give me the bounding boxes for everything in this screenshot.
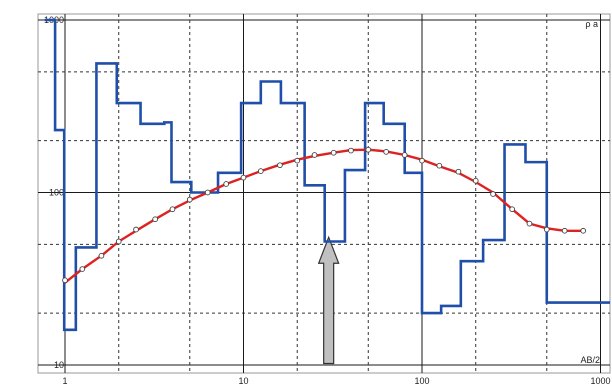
y-tick-label: 10: [54, 360, 64, 370]
observed-point: [240, 174, 247, 181]
observed-point: [223, 181, 230, 187]
observed-point: [169, 206, 176, 213]
observed-point: [115, 238, 122, 245]
observed-point: [311, 152, 318, 158]
observed-point: [330, 149, 337, 156]
observed-point: [490, 191, 496, 197]
observed-point: [580, 227, 587, 234]
x-tick-label: 1: [62, 376, 67, 386]
observed-point: [79, 266, 86, 272]
observed-point: [401, 152, 408, 158]
observed-point: [133, 226, 139, 233]
x-tick-label: 1000: [590, 376, 610, 386]
observed-point: [526, 220, 533, 227]
y-tick-label: 100: [49, 188, 64, 198]
observed-point: [543, 226, 550, 233]
observed-point: [419, 157, 425, 164]
x-tick-label: 100: [414, 376, 429, 386]
observed-point: [204, 189, 211, 196]
observed-point: [383, 149, 390, 155]
observed-point: [294, 157, 301, 164]
observed-point: [257, 168, 264, 174]
observed-point: [152, 216, 159, 223]
annotation-layer: [317, 235, 340, 365]
observed-point: [436, 162, 443, 169]
series-layer: [44, 18, 610, 332]
x-axis-label: AB/2: [580, 355, 600, 365]
observed-point: [472, 177, 479, 184]
y-axis-label: ρ a: [585, 19, 598, 29]
annotation-arrow: [317, 235, 340, 365]
fitted-curve-line: [64, 148, 584, 284]
observed-point: [277, 162, 283, 169]
observed-point: [365, 146, 372, 153]
observed-point: [98, 252, 105, 259]
model-step-line: [44, 18, 610, 332]
observed-point: [509, 206, 516, 213]
observed-point: [186, 196, 193, 203]
x-tick-label: 10: [238, 376, 248, 386]
observed-point: [62, 277, 68, 284]
observed-point: [348, 147, 354, 154]
observed-point: [561, 227, 568, 234]
observed-point: [455, 168, 462, 175]
